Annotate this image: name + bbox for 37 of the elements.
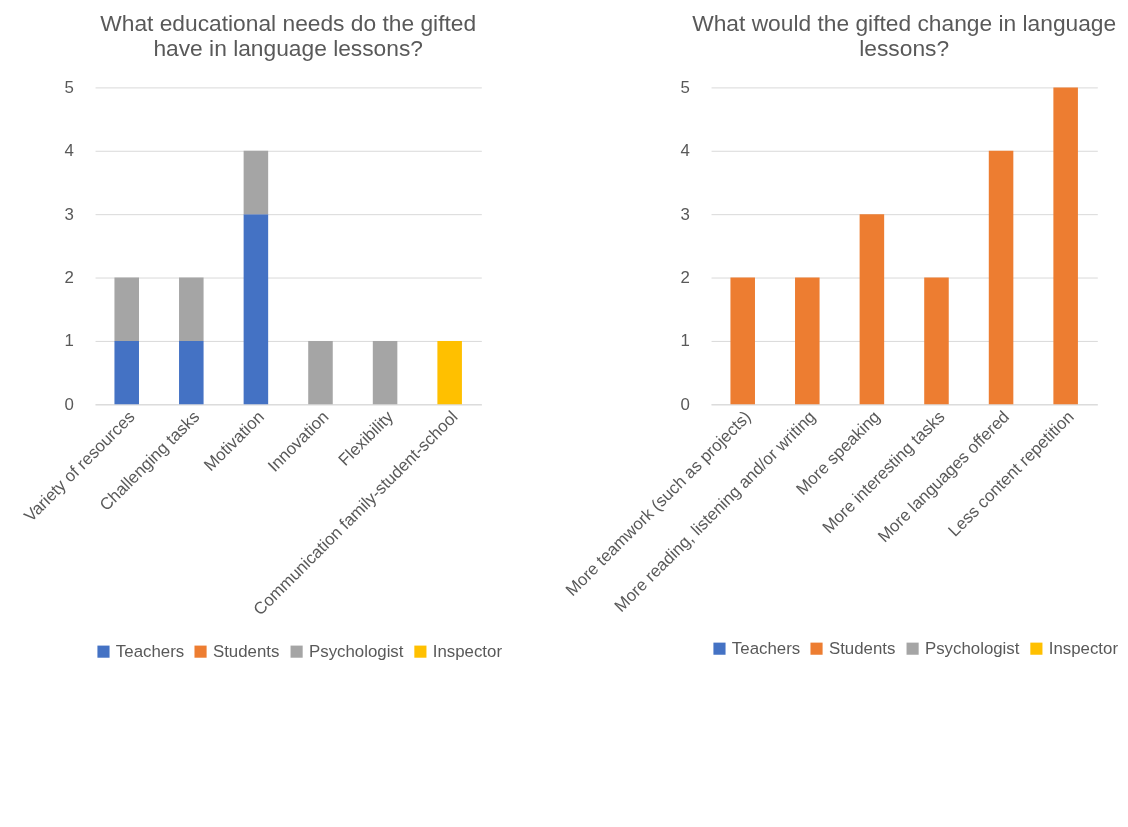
- legend-label: Students: [828, 638, 896, 658]
- bar: [795, 277, 820, 405]
- y-tick-label: 4: [64, 141, 74, 161]
- legend-label: Psychologist: [924, 638, 1020, 658]
- y-tick-label: 4: [680, 141, 690, 161]
- legend-label: Inspector: [1048, 638, 1119, 658]
- y-tick-label: 5: [680, 77, 690, 97]
- bar: [1053, 87, 1078, 405]
- legend-label: Teachers: [115, 641, 185, 661]
- legend-label: Psychologist: [308, 641, 404, 661]
- bar: [730, 277, 755, 405]
- bar: [114, 277, 139, 341]
- bar: [308, 340, 333, 405]
- bar: [924, 277, 949, 405]
- legend-label: Students: [212, 641, 280, 661]
- legend-label: Inspector: [432, 641, 503, 661]
- y-tick-label: 2: [64, 268, 74, 287]
- bar: [114, 340, 139, 405]
- bar: [372, 340, 398, 405]
- y-tick-label: 0: [64, 394, 74, 414]
- bar: [988, 150, 1014, 405]
- y-tick-label: 0: [680, 394, 690, 414]
- chart-title: What educational needs do the gifted have in language lessons?: [100, 9, 477, 61]
- legend-label: Teachers: [731, 638, 801, 658]
- y-tick-label: 5: [64, 77, 74, 97]
- y-tick-label: 1: [680, 331, 690, 351]
- y-tick-label: 3: [680, 204, 690, 224]
- y-tick-label: 2: [680, 268, 690, 287]
- bar: [179, 340, 204, 405]
- bar: [179, 277, 204, 341]
- bar: [437, 340, 462, 405]
- chart-title: What would the gifted change in language lessons?: [692, 9, 1117, 61]
- y-tick-label: 3: [64, 204, 74, 224]
- bar: [243, 150, 269, 215]
- bar: [859, 214, 885, 405]
- bar: [243, 214, 269, 405]
- y-tick-label: 1: [64, 331, 74, 351]
